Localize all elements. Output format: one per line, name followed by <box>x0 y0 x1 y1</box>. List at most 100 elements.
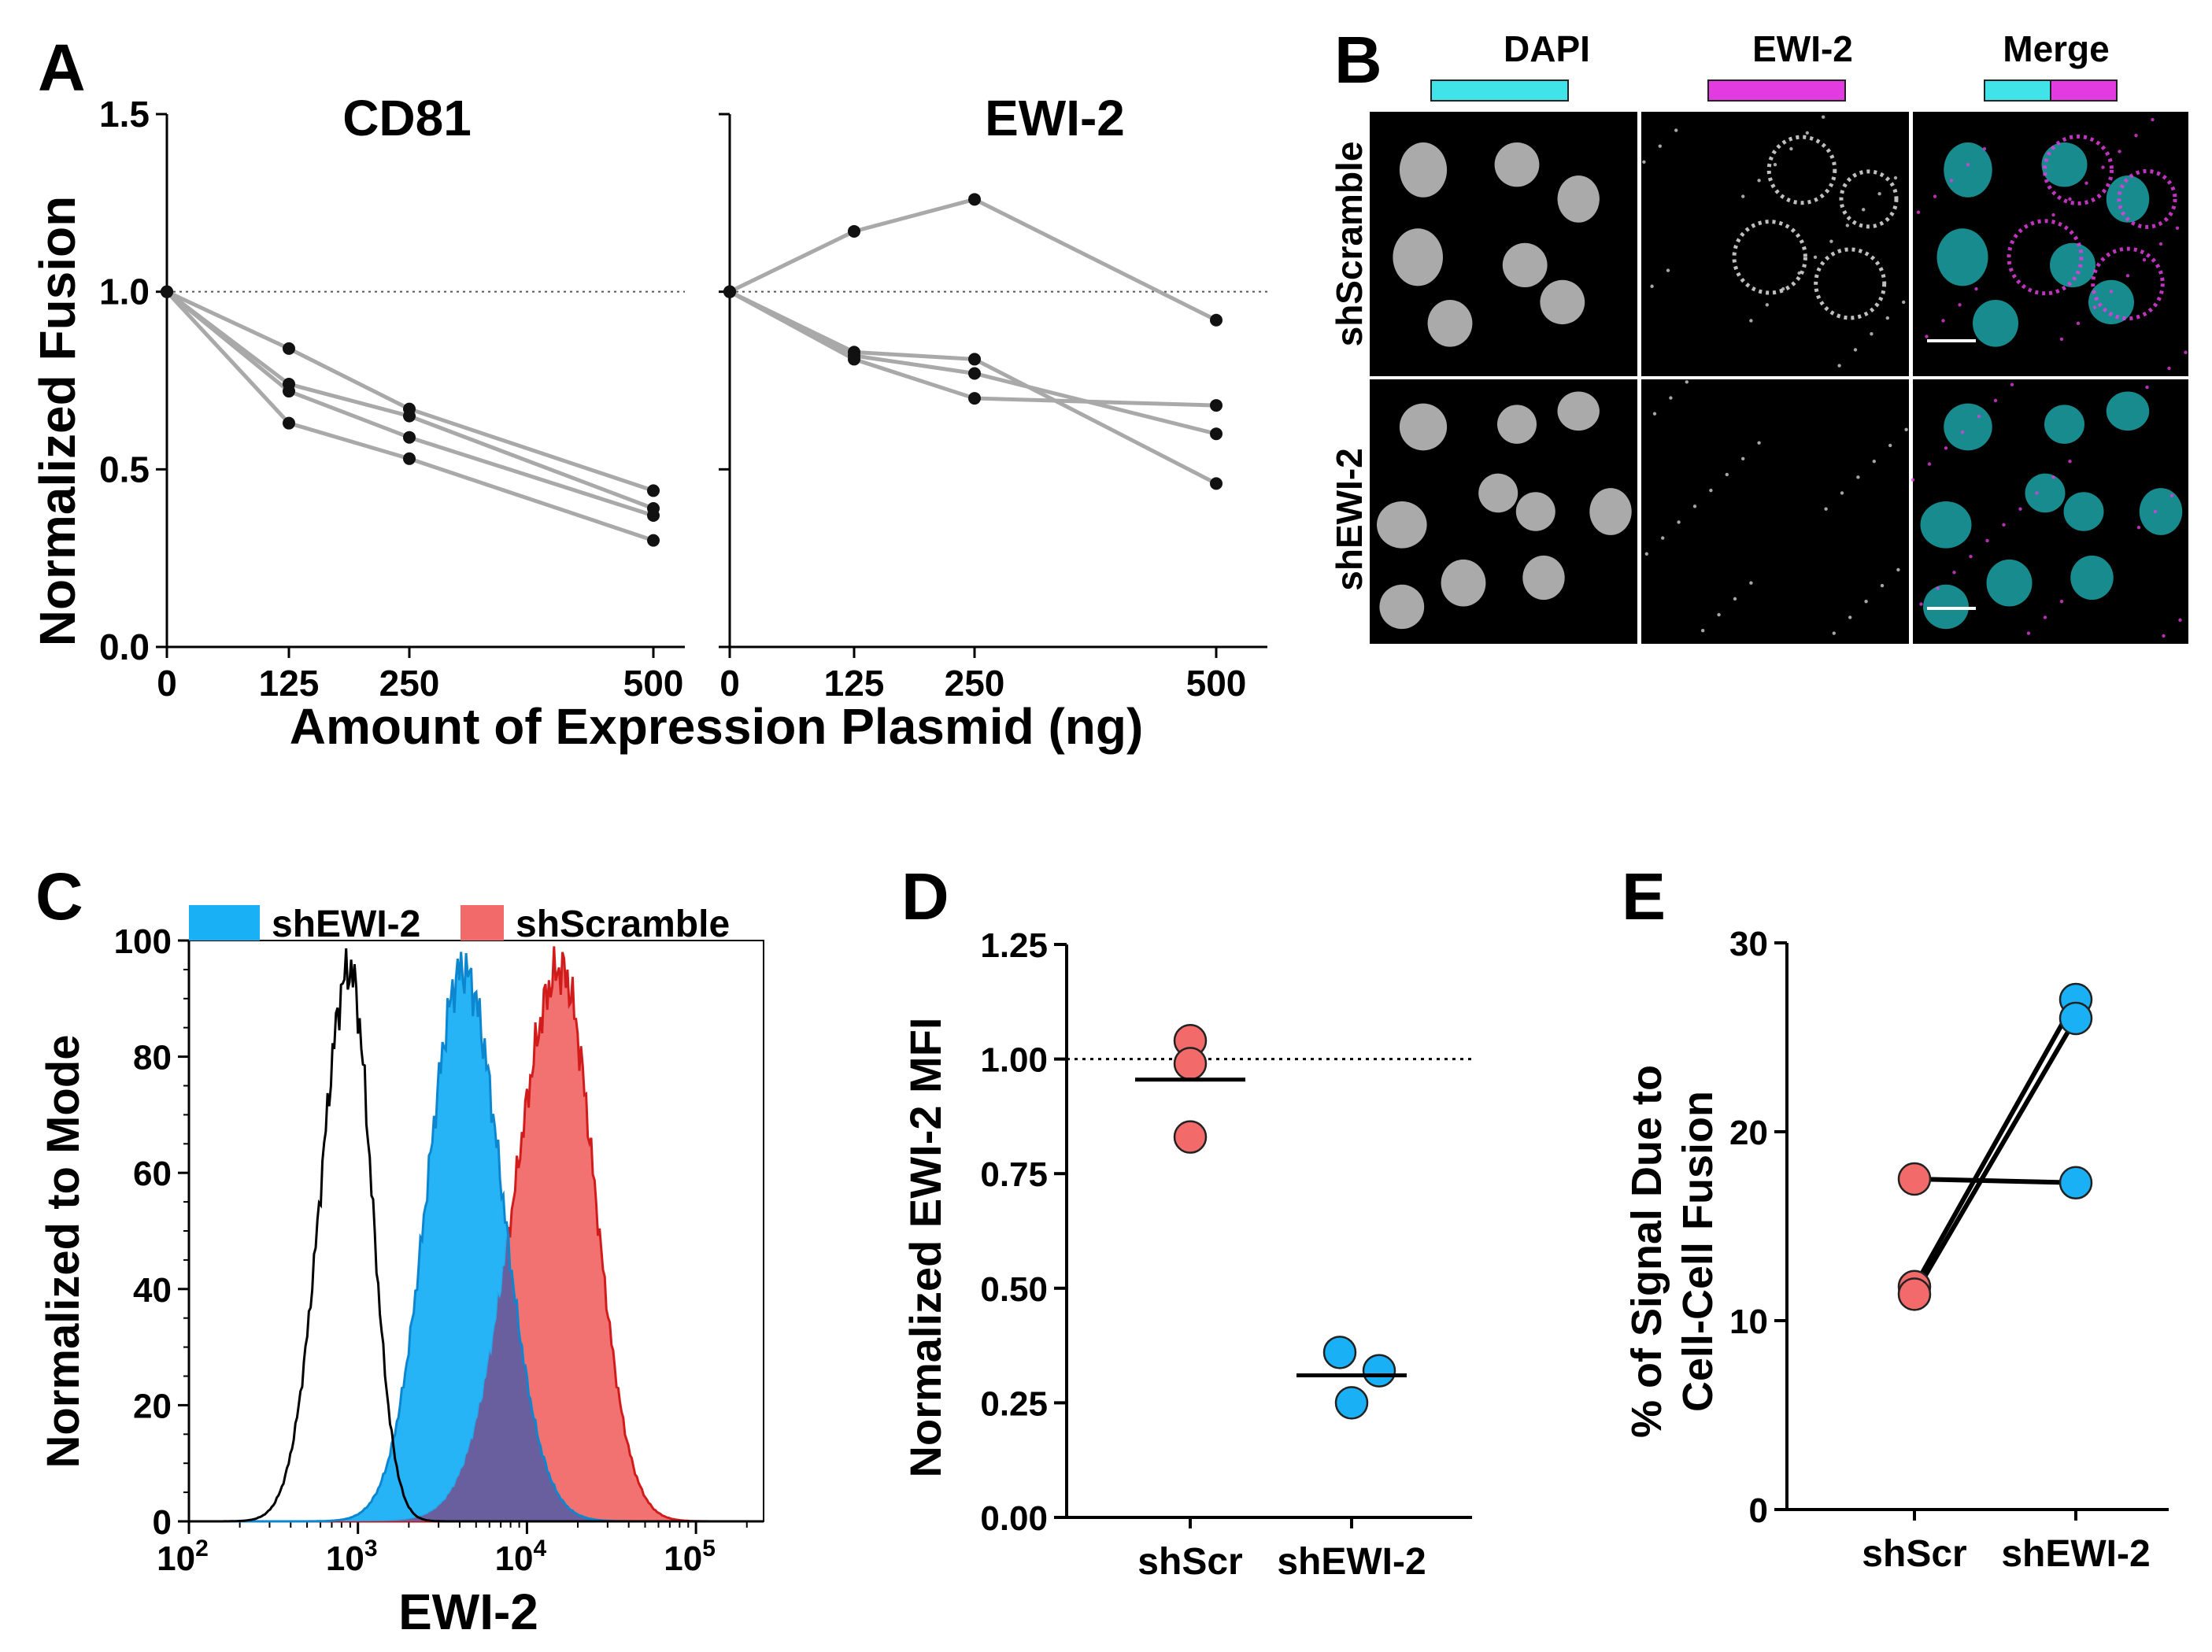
fluorescent-speckle <box>2018 507 2022 511</box>
cell-nucleus <box>1399 142 1448 198</box>
cell-nucleus <box>1379 584 1425 630</box>
chart-e-x-tick-label: shScr <box>1862 1533 1966 1575</box>
cell-nucleus <box>1986 559 2033 607</box>
chart-a2-x-tick-label: 125 <box>824 663 885 704</box>
chart-d-data-point <box>1334 1386 1369 1420</box>
chart-d-y-tick-label: 0.50 <box>980 1270 1048 1309</box>
fluorescent-speckle <box>1725 472 1729 477</box>
histogram-unstained <box>189 948 764 1523</box>
fluorescent-speckle <box>1888 443 1892 448</box>
chart-a1-series-line <box>165 290 654 511</box>
cell-nucleus <box>1936 228 1988 286</box>
fluorescent-speckle <box>1848 615 1852 619</box>
fluorescent-speckle <box>2059 337 2064 342</box>
fluorescent-speckle <box>1877 191 1881 196</box>
fluorescent-speckle <box>2076 321 2081 325</box>
panel-a-marks: 0.0 0.5 1.0 1.5 0 125 250 500 0 125 250 500 <box>99 94 1267 704</box>
chart-a2-x-tick-label: 0 <box>719 663 740 704</box>
chart-a2-data-point <box>968 353 981 366</box>
fluorescent-speckle <box>1805 131 1809 135</box>
chart-a1-data-point <box>283 416 295 430</box>
col-label-ewi2: EWI-2 <box>1752 28 1853 69</box>
fluorescent-speckle <box>1985 538 1989 543</box>
cell-nucleus <box>2044 405 2084 444</box>
chart-c-xlabel: EWI-2 <box>398 1584 538 1640</box>
chart-e-pair-line <box>1912 1017 2078 1295</box>
cell-nucleus <box>1557 176 1600 223</box>
fluorescent-speckle <box>1927 462 1932 466</box>
fluorescent-speckle <box>1885 316 1889 320</box>
fluorescent-speckle <box>2167 366 2171 371</box>
fluorescent-speckle <box>2153 509 2158 514</box>
fluorescent-speckle <box>1952 571 1956 575</box>
fluorescent-speckle <box>1974 286 1978 291</box>
fluorescent-speckle <box>1832 631 1836 635</box>
cell-nucleus <box>1515 492 1555 531</box>
chart-e-pair-line <box>1914 1177 2077 1185</box>
fluorescent-speckle <box>2125 274 2130 278</box>
chart-a2-data-point <box>1210 399 1223 412</box>
chart-e-data-point-shewi2 <box>2058 1166 2093 1200</box>
cell-nucleus <box>1377 501 1427 549</box>
chart-a1-y-tick-label: 0.5 <box>99 449 150 490</box>
fluorescent-speckle <box>1669 396 1673 400</box>
fluorescent-speckle <box>1692 504 1697 508</box>
chart-d-data-point <box>1362 1354 1396 1388</box>
cell-membrane-signal <box>1814 247 1887 320</box>
chart-a2-data-point <box>1210 427 1223 441</box>
chart-a2-x-tick-label: 250 <box>945 663 1005 704</box>
chart-e-y-tick-label: 0 <box>1749 1491 1768 1530</box>
cell-nucleus <box>1920 501 1972 549</box>
chart-a1-data-point <box>403 452 416 465</box>
fluorescent-speckle <box>1741 456 1745 460</box>
fluorescent-speckle <box>2051 213 2055 217</box>
chart-c-x-tick-label: 104 <box>495 1536 547 1578</box>
fluorescent-speckle <box>2002 523 2006 527</box>
cell-nucleus <box>1441 559 1486 607</box>
chart-d-x-tick-label: shEWI-2 <box>1277 1541 1426 1583</box>
panel-letter-d: D <box>901 859 949 933</box>
chart-d-y-tick-label: 0.00 <box>980 1499 1048 1538</box>
panel-c: Normalized to Mode EWI-2 shEWI-2 shScram… <box>38 904 764 1640</box>
chart-a2-data-point <box>1210 477 1223 490</box>
fluorescent-speckle <box>2084 181 2088 185</box>
chart-d-x-tick-label: shScr <box>1137 1541 1242 1583</box>
fluorescent-speckle <box>2035 491 2039 495</box>
chart-a1-x-tick-label: 500 <box>623 663 684 704</box>
cell-nucleus <box>1557 391 1600 431</box>
chart-a1-series-line <box>165 290 654 493</box>
cell-nucleus <box>1494 142 1540 187</box>
fluorescent-speckle <box>1650 284 1654 288</box>
fluorescent-speckle <box>1658 144 1662 148</box>
panel-letter-b: B <box>1334 23 1382 97</box>
fluorescent-speckle <box>1685 380 1689 384</box>
fluorescent-speckle <box>1902 300 1906 305</box>
chart-a1-title: CD81 <box>342 90 472 146</box>
chart-a2-data-point <box>1210 313 1223 327</box>
chart-c-y-tick-label: 100 <box>114 922 172 961</box>
fluorescent-speckle <box>1936 586 1940 590</box>
cell-membrane-signal <box>1732 220 1807 295</box>
chart-a1-data-point <box>403 431 416 444</box>
fluorescent-speckle <box>1911 478 1915 482</box>
chart-c-y-tick-label: 40 <box>133 1271 172 1310</box>
fluorescent-speckle <box>1824 507 1828 511</box>
panel-a: CD81 EWI-2 Normalized Fusion Amount of E… <box>29 90 1267 755</box>
panel-letter-e: E <box>1622 859 1666 933</box>
fluorescent-speckle <box>2118 150 2121 153</box>
cell-nucleus <box>2139 488 2183 535</box>
panel-c-marks: 0 20 40 60 80 100 102 103 104 105 <box>114 905 764 1578</box>
fluorescent-speckle <box>1781 286 1785 291</box>
chart-e-y-tick-label: 20 <box>1729 1114 1768 1152</box>
cell-membrane-signal <box>2091 246 2165 321</box>
chart-d-y-tick-label: 0.25 <box>980 1384 1048 1423</box>
cell-nucleus <box>1923 584 1969 630</box>
chart-c-x-tick-label: 103 <box>326 1536 378 1578</box>
chart-a1-y-tick-label: 1.0 <box>99 272 150 312</box>
fluorescent-speckle <box>1642 160 1646 164</box>
cell-nucleus <box>2106 391 2150 431</box>
cell-nucleus <box>2088 279 2134 325</box>
chart-a1-data-point <box>647 509 660 523</box>
chart-a2-series-line <box>728 290 1218 486</box>
